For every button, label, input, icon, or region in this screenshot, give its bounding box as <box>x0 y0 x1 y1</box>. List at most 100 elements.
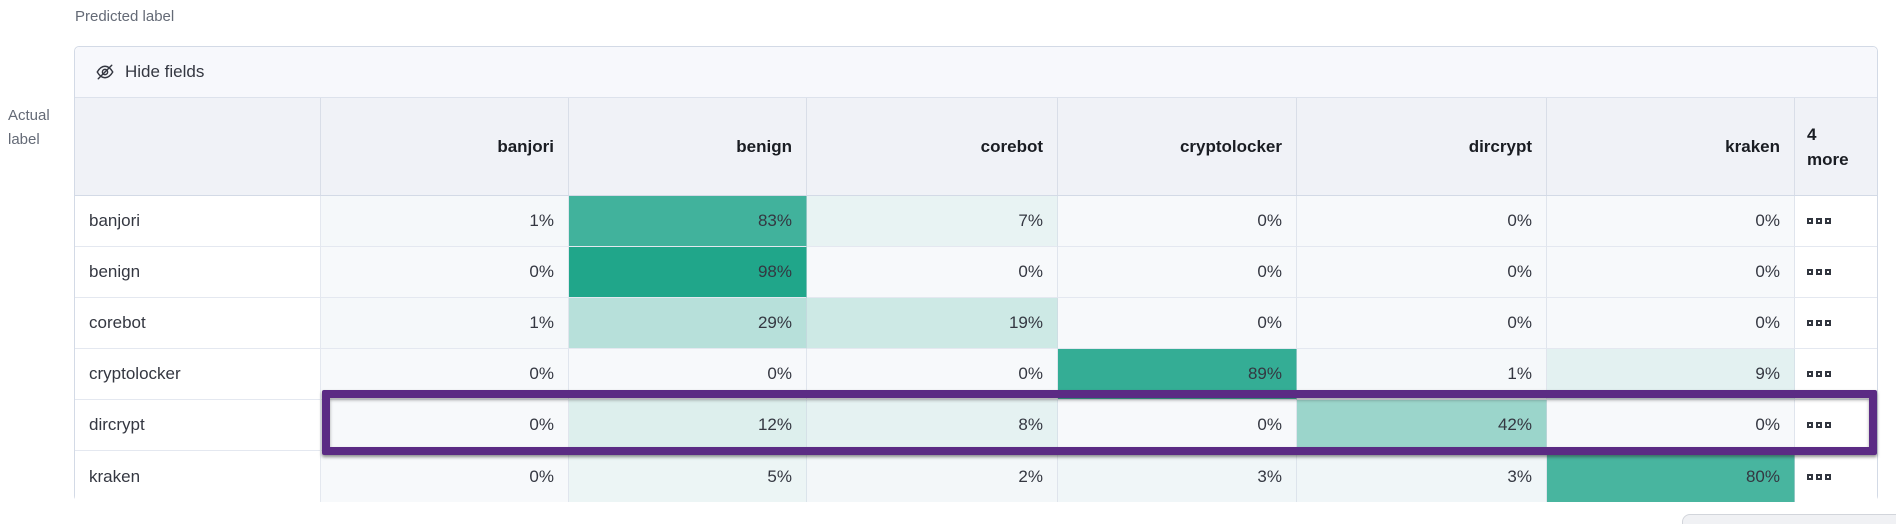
boxes-horizontal-icon <box>1807 320 1831 326</box>
cell-corebot-benign[interactable]: 29% <box>569 298 807 349</box>
actual-axis-label: Actual label <box>8 104 50 152</box>
cell-kraken-benign[interactable]: 5% <box>569 451 807 502</box>
box-glyph <box>1807 218 1813 224</box>
more-columns-cell-kraken[interactable] <box>1795 451 1877 502</box>
cell-benign-banjori[interactable]: 0% <box>321 247 569 298</box>
more-columns-cell-benign[interactable] <box>1795 247 1877 298</box>
rows-container: banjori 1% 83% 7% 0% 0% 0% benign 0% 98% 0% 0% 0% 0% c… <box>75 196 1877 502</box>
cell-banjori-corebot[interactable]: 7% <box>807 196 1058 247</box>
cell-banjori-banjori[interactable]: 1% <box>321 196 569 247</box>
column-header-dircrypt[interactable]: dircrypt <box>1297 98 1547 195</box>
box-glyph <box>1825 269 1831 275</box>
more-count: 4 <box>1807 124 1817 144</box>
cell-kraken-banjori[interactable]: 0% <box>321 451 569 502</box>
cell-cryptolocker-cryptolocker[interactable]: 89% <box>1058 349 1297 400</box>
cell-cryptolocker-corebot[interactable]: 0% <box>807 349 1058 400</box>
box-glyph <box>1807 371 1813 377</box>
grid-row-benign: benign 0% 98% 0% 0% 0% 0% <box>75 247 1877 298</box>
box-glyph <box>1825 371 1831 377</box>
column-header-benign[interactable]: benign <box>569 98 807 195</box>
more-columns-cell-dircrypt[interactable] <box>1795 400 1877 451</box>
box-glyph <box>1825 320 1831 326</box>
cell-dircrypt-banjori[interactable]: 0% <box>321 400 569 451</box>
grid-row-kraken: kraken 0% 5% 2% 3% 3% 80% <box>75 451 1877 502</box>
cell-corebot-corebot[interactable]: 19% <box>807 298 1058 349</box>
cell-kraken-corebot[interactable]: 2% <box>807 451 1058 502</box>
cell-cryptolocker-banjori[interactable]: 0% <box>321 349 569 400</box>
column-header-cryptolocker[interactable]: cryptolocker <box>1058 98 1297 195</box>
confusion-matrix-grid: Hide fields banjori benign corebot cryptolo… <box>74 46 1878 502</box>
hide-fields-label: Hide fields <box>125 62 205 81</box>
more-word: more <box>1807 149 1849 169</box>
cell-benign-corebot[interactable]: 0% <box>807 247 1058 298</box>
predicted-axis-label: Predicted label <box>75 8 175 25</box>
cell-benign-cryptolocker[interactable]: 0% <box>1058 247 1297 298</box>
cell-cryptolocker-dircrypt[interactable]: 1% <box>1297 349 1547 400</box>
cell-banjori-cryptolocker[interactable]: 0% <box>1058 196 1297 247</box>
box-glyph <box>1825 218 1831 224</box>
cell-benign-dircrypt[interactable]: 0% <box>1297 247 1547 298</box>
row-label-banjori[interactable]: banjori <box>75 196 321 247</box>
header-row: banjori benign corebot cryptolocker dircrypt… <box>75 98 1877 196</box>
more-columns-cell-banjori[interactable] <box>1795 196 1877 247</box>
cell-corebot-kraken[interactable]: 0% <box>1547 298 1795 349</box>
column-header-corebot[interactable]: corebot <box>807 98 1058 195</box>
row-label-dircrypt[interactable]: dircrypt <box>75 400 321 451</box>
actual-axis-label-line1: Actual <box>8 107 50 124</box>
cell-kraken-kraken[interactable]: 80% <box>1547 451 1795 502</box>
more-columns-cell-corebot[interactable] <box>1795 298 1877 349</box>
cell-benign-benign[interactable]: 98% <box>569 247 807 298</box>
box-glyph <box>1807 320 1813 326</box>
boxes-horizontal-icon <box>1807 269 1831 275</box>
box-glyph <box>1807 269 1813 275</box>
bottom-scrollbar[interactable] <box>1682 514 1896 524</box>
cell-dircrypt-kraken[interactable]: 0% <box>1547 400 1795 451</box>
row-label-corebot[interactable]: corebot <box>75 298 321 349</box>
grid-toolbar: Hide fields <box>75 47 1877 98</box>
boxes-horizontal-icon <box>1807 371 1831 377</box>
grid-row-banjori: banjori 1% 83% 7% 0% 0% 0% <box>75 196 1877 247</box>
actual-axis-label-line2: label <box>8 131 40 148</box>
box-glyph <box>1807 422 1813 428</box>
column-header-banjori[interactable]: banjori <box>321 98 569 195</box>
box-glyph <box>1825 422 1831 428</box>
cell-benign-kraken[interactable]: 0% <box>1547 247 1795 298</box>
grid-row-corebot: corebot 1% 29% 19% 0% 0% 0% <box>75 298 1877 349</box>
grid-row-cryptolocker: cryptolocker 0% 0% 0% 89% 1% 9% <box>75 349 1877 400</box>
boxes-horizontal-icon <box>1807 473 1831 480</box>
cell-kraken-cryptolocker[interactable]: 3% <box>1058 451 1297 502</box>
cell-kraken-dircrypt[interactable]: 3% <box>1297 451 1547 502</box>
box-glyph <box>1816 269 1822 275</box>
cell-corebot-dircrypt[interactable]: 0% <box>1297 298 1547 349</box>
cell-dircrypt-dircrypt[interactable]: 42% <box>1297 400 1547 451</box>
column-header-more[interactable]: 4 more <box>1795 98 1877 195</box>
column-header-kraken[interactable]: kraken <box>1547 98 1795 195</box>
cell-cryptolocker-kraken[interactable]: 9% <box>1547 349 1795 400</box>
hide-fields-button[interactable]: Hide fields <box>95 62 204 82</box>
row-label-kraken[interactable]: kraken <box>75 451 321 502</box>
row-label-benign[interactable]: benign <box>75 247 321 298</box>
box-glyph <box>1816 473 1822 480</box>
cell-dircrypt-benign[interactable]: 12% <box>569 400 807 451</box>
box-glyph <box>1825 473 1831 480</box>
cell-corebot-banjori[interactable]: 1% <box>321 298 569 349</box>
cell-dircrypt-cryptolocker[interactable]: 0% <box>1058 400 1297 451</box>
box-glyph <box>1816 218 1822 224</box>
box-glyph <box>1807 473 1813 480</box>
box-glyph <box>1816 422 1822 428</box>
box-glyph <box>1816 320 1822 326</box>
grid-row-dircrypt: dircrypt 0% 12% 8% 0% 42% 0% <box>75 390 1877 455</box>
cell-cryptolocker-benign[interactable]: 0% <box>569 349 807 400</box>
row-label-cryptolocker[interactable]: cryptolocker <box>75 349 321 400</box>
cell-banjori-benign[interactable]: 83% <box>569 196 807 247</box>
boxes-horizontal-icon <box>1807 422 1831 428</box>
cell-corebot-cryptolocker[interactable]: 0% <box>1058 298 1297 349</box>
cell-banjori-dircrypt[interactable]: 0% <box>1297 196 1547 247</box>
cell-dircrypt-corebot[interactable]: 8% <box>807 400 1058 451</box>
more-columns-cell-cryptolocker[interactable] <box>1795 349 1877 400</box>
cell-banjori-kraken[interactable]: 0% <box>1547 196 1795 247</box>
box-glyph <box>1816 371 1822 377</box>
eye-closed-icon <box>95 62 115 82</box>
header-corner-cell <box>75 98 321 195</box>
